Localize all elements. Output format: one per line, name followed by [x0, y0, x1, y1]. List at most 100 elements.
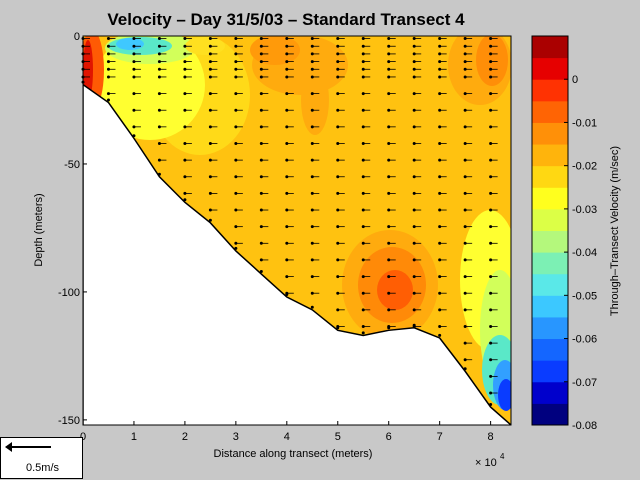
- vector-point: [412, 60, 416, 64]
- vector-point: [463, 175, 467, 179]
- vector-point: [387, 258, 391, 262]
- vector-point: [132, 67, 136, 71]
- x-tick-label: 7: [437, 431, 443, 443]
- y-tick-label: -50: [64, 159, 80, 171]
- vector-point: [438, 324, 442, 328]
- vector-point: [412, 241, 416, 245]
- vector-point: [208, 44, 212, 48]
- vector-point: [208, 108, 212, 112]
- vector-point: [438, 92, 442, 96]
- vector-point: [234, 108, 238, 112]
- vector-point: [259, 67, 263, 71]
- vector-point: [310, 258, 314, 262]
- vector-point: [438, 108, 442, 112]
- vector-point: [208, 141, 212, 145]
- vector-point: [259, 92, 263, 96]
- vector-point: [387, 191, 391, 195]
- vector-point: [412, 141, 416, 145]
- colorbar-band: [532, 144, 568, 167]
- vector-point: [259, 158, 263, 162]
- vector-point: [259, 225, 263, 229]
- vector-point: [310, 158, 314, 162]
- colorbar-band: [532, 165, 568, 188]
- x-axis: 0 1 2 3 4 5 6 7 8: [80, 421, 494, 443]
- vector-point: [285, 44, 289, 48]
- vector-point: [438, 60, 442, 64]
- vector-point: [387, 291, 391, 295]
- vector-point: [412, 108, 416, 112]
- seabed-region: [83, 83, 511, 425]
- vector-point: [106, 60, 110, 64]
- vector-point: [310, 305, 314, 309]
- vector-point: [157, 108, 161, 112]
- vector-point: [157, 52, 161, 56]
- vector-point: [387, 241, 391, 245]
- vector-point: [463, 308, 467, 312]
- y-axis-label: Depth (meters): [33, 193, 45, 266]
- vector-point: [438, 52, 442, 56]
- vector-point: [336, 291, 340, 295]
- vector-point: [336, 52, 340, 56]
- vector-point: [361, 44, 365, 48]
- vector-point: [285, 108, 289, 112]
- vector-point: [336, 141, 340, 145]
- x-tick-label: 2: [182, 431, 188, 443]
- vector-point: [336, 125, 340, 129]
- x-tick-label: 5: [335, 431, 341, 443]
- colorbar-tick-label: -0.01: [572, 117, 597, 129]
- vector-point: [157, 172, 161, 176]
- vector-point: [387, 141, 391, 145]
- vector-point: [438, 37, 442, 41]
- vector-point: [387, 275, 391, 279]
- vector-point: [234, 52, 238, 56]
- chart-title: Velocity – Day 31/5/03 – Standard Transe…: [107, 10, 465, 29]
- x-axis-multiplier: × 10: [475, 457, 497, 469]
- vector-point: [234, 158, 238, 162]
- vector-point: [285, 175, 289, 179]
- vector-point: [489, 175, 493, 179]
- vector-point: [361, 60, 365, 64]
- vector-point: [387, 37, 391, 41]
- vector-point: [438, 175, 442, 179]
- vector-point: [285, 208, 289, 212]
- colorbar-label: Through–Transect Velocity (m/sec): [609, 146, 621, 316]
- colorbar: 0 -0.01 -0.02 -0.03 -0.04 -0.05 -0.06 -0.07 -0.0…: [531, 35, 597, 432]
- vector-point: [132, 75, 136, 79]
- vector-point: [310, 291, 314, 295]
- y-tick-label: -100: [58, 287, 80, 299]
- vector-point: [361, 141, 365, 145]
- vector-point: [412, 175, 416, 179]
- vector-point: [310, 75, 314, 79]
- vector-point: [157, 125, 161, 129]
- vector-point: [183, 75, 187, 79]
- vector-point: [463, 92, 467, 96]
- y-axis: 0 -50 -100 -150: [58, 31, 87, 427]
- scale-arrow-legend: 0.5m/s: [0, 437, 83, 479]
- scale-arrow-shaft: [7, 446, 51, 448]
- vector-point: [336, 258, 340, 262]
- vector-point: [310, 141, 314, 145]
- vector-point: [438, 125, 442, 129]
- vector-point: [285, 125, 289, 129]
- x-tick-label: 6: [386, 431, 392, 443]
- vector-point: [387, 175, 391, 179]
- vector-point: [489, 275, 493, 279]
- vector-point: [285, 37, 289, 41]
- vector-point: [412, 52, 416, 56]
- vector-point: [106, 75, 110, 79]
- vector-point: [208, 158, 212, 162]
- vector-point: [183, 92, 187, 96]
- vector-point: [412, 291, 416, 295]
- vector-point: [285, 258, 289, 262]
- vector-point: [412, 225, 416, 229]
- vector-point: [489, 308, 493, 312]
- vector-point: [361, 241, 365, 245]
- vector-point: [438, 67, 442, 71]
- vector-point: [438, 208, 442, 212]
- vector-point: [208, 75, 212, 79]
- vector-point: [489, 403, 493, 407]
- vector-point: [387, 52, 391, 56]
- vector-point: [132, 37, 136, 41]
- vector-point: [310, 37, 314, 41]
- vector-point: [285, 75, 289, 79]
